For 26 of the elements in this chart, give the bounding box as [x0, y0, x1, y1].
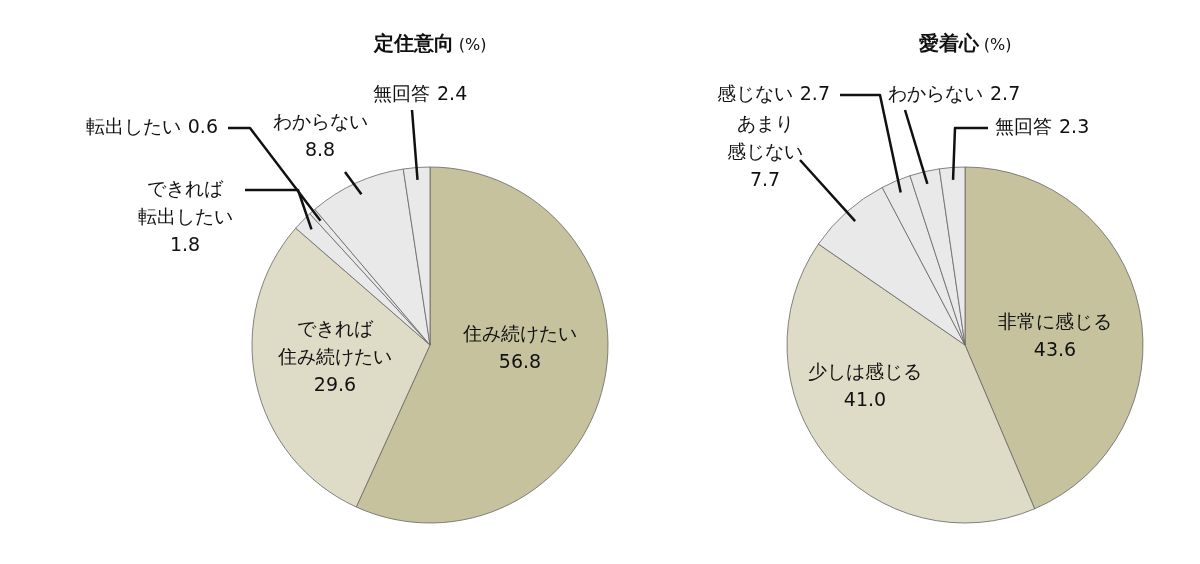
data-label: 1.8 — [169, 233, 201, 255]
slice-label: 感じない — [716, 82, 793, 104]
data-label: 2.4 — [437, 82, 468, 104]
slice-label: できれば転出したい — [137, 177, 233, 227]
slice-label: 無回答 — [995, 115, 1052, 137]
data-label: 41.0 — [843, 388, 887, 410]
chart-title: 愛着心 (%) — [918, 31, 1012, 55]
chart-title: 定住意向 (%) — [372, 31, 487, 55]
data-label: 8.8 — [304, 138, 336, 160]
slice-label: できれば住み続けたい — [277, 317, 392, 367]
data-label: 56.8 — [498, 350, 542, 372]
slice-label: 非常に感じる — [998, 310, 1112, 332]
slice-label: 無回答 — [373, 82, 430, 104]
data-label: 29.6 — [313, 373, 357, 395]
data-label: 43.6 — [1033, 338, 1077, 360]
slice-label: あまり感じない — [727, 112, 803, 162]
slice-label: 住み続けたい — [462, 322, 577, 344]
slice-label: わからない — [272, 110, 368, 132]
slice-label: 転出したい — [85, 115, 181, 137]
data-label: 2.3 — [1059, 115, 1090, 137]
slice-label: 少しは感じる — [808, 360, 922, 382]
data-label: 7.7 — [749, 168, 781, 190]
data-label: 2.7 — [799, 82, 830, 104]
data-label: 0.6 — [187, 115, 218, 137]
data-label: 2.7 — [990, 82, 1021, 104]
slice-label: わからない — [888, 82, 983, 104]
